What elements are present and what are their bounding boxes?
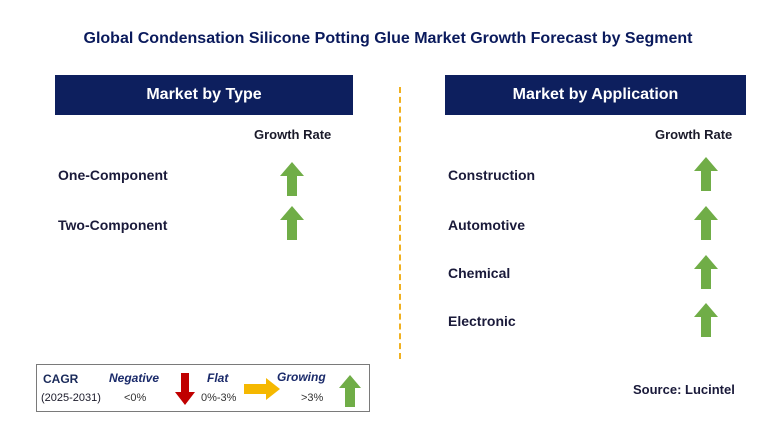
panel-divider (399, 87, 401, 359)
growth-rate-label-application: Growth Rate (655, 127, 733, 142)
source-label: Source: Lucintel (633, 382, 735, 397)
growth-rate-label-type: Growth Rate (254, 127, 332, 142)
up-arrow-icon (339, 375, 361, 407)
right-arrow-icon (244, 378, 280, 400)
panel-header-type: Market by Type (55, 75, 353, 115)
row-label-two-component: Two-Component (58, 217, 168, 233)
panel-header-application: Market by Application (445, 75, 746, 115)
legend-flat-label: Flat (207, 371, 229, 385)
legend-negative-label: Negative (109, 371, 160, 385)
legend-negative-range: <0% (124, 392, 147, 404)
legend-growing-label: Growing (277, 370, 326, 384)
up-arrow-icon (694, 303, 718, 337)
page-title: Global Condensation Silicone Potting Glu… (83, 30, 693, 47)
legend-period: (2025-2031) (41, 392, 101, 404)
up-arrow-icon (694, 255, 718, 289)
legend-cagr-label: CAGR (43, 372, 79, 386)
row-label-one-component: One-Component (58, 167, 168, 183)
row-label-chemical: Chemical (448, 265, 511, 281)
up-arrow-icon (280, 206, 304, 240)
up-arrow-icon (694, 206, 718, 240)
down-arrow-icon (175, 373, 195, 405)
row-label-automotive: Automotive (448, 217, 525, 233)
row-label-electronic: Electronic (448, 313, 516, 329)
cagr-legend: CAGR (2025-2031) Negative <0% Flat 0%-3%… (36, 364, 370, 412)
up-arrow-icon (280, 162, 304, 196)
legend-growing-range: >3% (301, 392, 324, 404)
legend-flat-range: 0%-3% (201, 392, 237, 404)
up-arrow-icon (694, 157, 718, 191)
row-label-construction: Construction (448, 167, 536, 183)
